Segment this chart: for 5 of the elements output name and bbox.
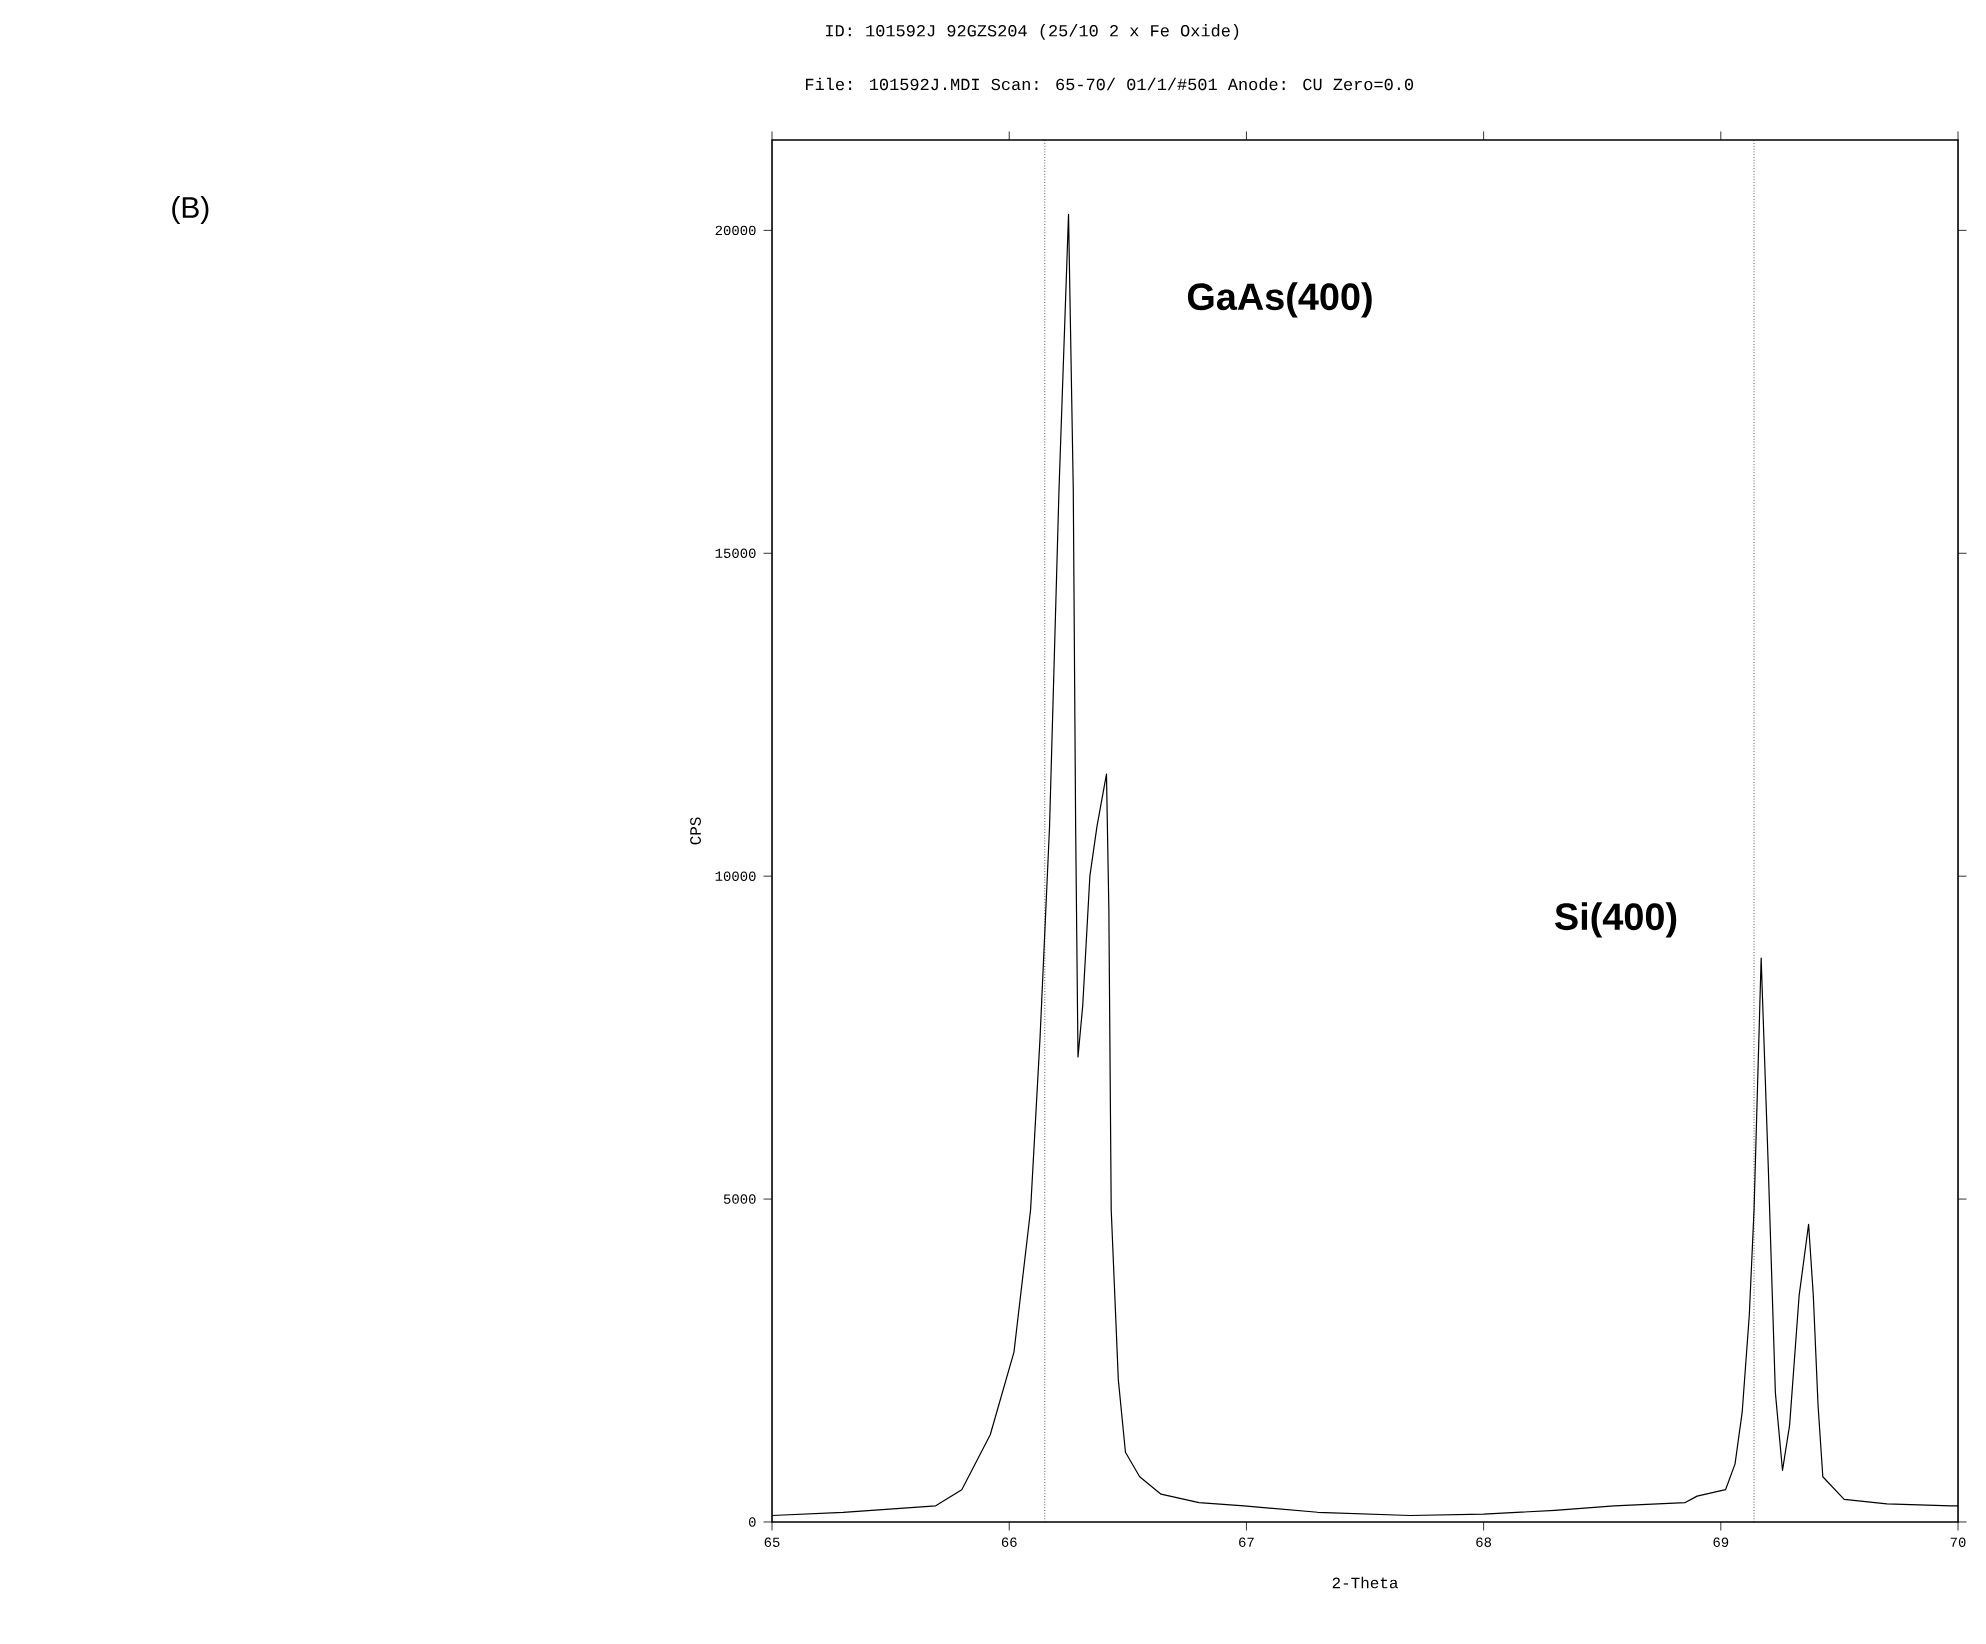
annotation: GaAs(400): [1187, 282, 1372, 318]
chart-subtitle: File: 101592J.MDI Scan: 65-70/ 01/1/#501 Anode: CU Zero=0.0: [806, 77, 1414, 91]
text: (B): [172, 196, 209, 224]
chart-title: ID: 101592J 92GZS204 (25/10 2 x Fe Oxide): [826, 24, 1239, 40]
annotation: Si(400): [1555, 902, 1677, 938]
